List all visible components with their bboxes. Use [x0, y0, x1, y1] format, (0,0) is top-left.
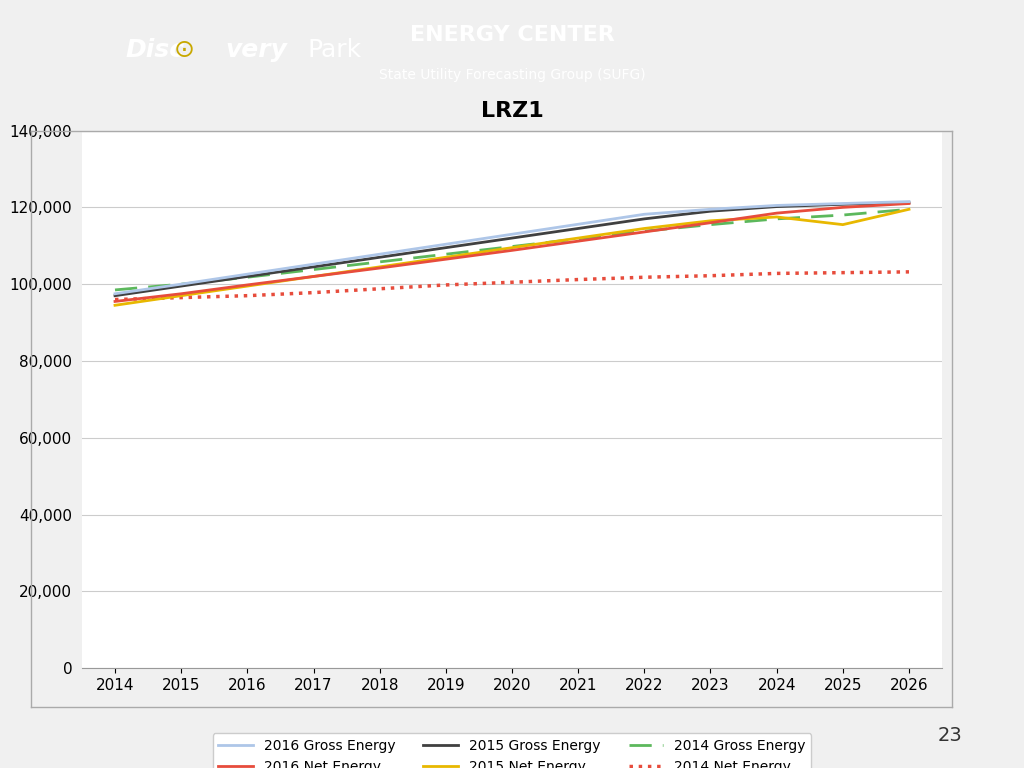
2015 Net Energy	[638, 224, 650, 233]
2015 Net Energy	[307, 272, 319, 281]
2015 Net Energy	[572, 233, 585, 243]
2014 Gross Energy	[638, 227, 650, 236]
2016 Gross Energy	[903, 197, 915, 207]
2016 Net Energy	[837, 203, 849, 212]
2014 Gross Energy	[572, 234, 585, 243]
2016 Net Energy	[439, 255, 452, 264]
2015 Gross Energy	[903, 198, 915, 207]
2015 Net Energy	[705, 217, 717, 226]
2014 Net Energy	[242, 291, 254, 300]
2014 Gross Energy	[374, 257, 386, 266]
2015 Net Energy	[506, 243, 518, 253]
2015 Gross Energy	[109, 291, 121, 300]
Legend: 2016 Gross Energy, 2016 Net Energy, 2015 Gross Energy, 2015 Net Energy, 2014 Gro: 2016 Gross Energy, 2016 Net Energy, 2015…	[213, 733, 811, 768]
2016 Gross Energy	[638, 210, 650, 219]
2016 Net Energy	[175, 290, 187, 299]
Line: 2014 Gross Energy: 2014 Gross Energy	[115, 210, 909, 290]
2015 Gross Energy	[439, 243, 452, 253]
2016 Gross Energy	[109, 290, 121, 299]
2015 Gross Energy	[374, 253, 386, 262]
Text: Disc: Disc	[125, 38, 184, 62]
2015 Net Energy	[770, 213, 782, 222]
2016 Gross Energy	[506, 230, 518, 239]
2015 Gross Energy	[175, 282, 187, 291]
2016 Net Energy	[770, 209, 782, 218]
2015 Gross Energy	[837, 200, 849, 209]
Line: 2016 Gross Energy: 2016 Gross Energy	[115, 202, 909, 294]
Text: 23: 23	[938, 726, 963, 745]
2015 Net Energy	[109, 301, 121, 310]
2014 Net Energy	[903, 267, 915, 276]
2015 Gross Energy	[307, 263, 319, 272]
Text: Park: Park	[307, 38, 361, 62]
2016 Net Energy	[374, 263, 386, 273]
2014 Net Energy	[506, 278, 518, 287]
2016 Net Energy	[705, 218, 717, 227]
Text: very: very	[225, 38, 287, 62]
2014 Net Energy	[770, 269, 782, 278]
2014 Net Energy	[439, 280, 452, 290]
2016 Net Energy	[638, 227, 650, 237]
2016 Gross Energy	[374, 250, 386, 259]
2014 Gross Energy	[705, 220, 717, 230]
Line: 2015 Gross Energy: 2015 Gross Energy	[115, 203, 909, 296]
2015 Gross Energy	[705, 207, 717, 216]
2016 Gross Energy	[242, 270, 254, 279]
Title: LRZ1: LRZ1	[480, 101, 544, 121]
2016 Gross Energy	[770, 201, 782, 210]
Text: State Utility Forecasting Group (SUFG): State Utility Forecasting Group (SUFG)	[379, 68, 645, 82]
2014 Net Energy	[374, 284, 386, 293]
2014 Net Energy	[638, 273, 650, 282]
2015 Net Energy	[242, 282, 254, 291]
2015 Net Energy	[374, 263, 386, 272]
Line: 2014 Net Energy: 2014 Net Energy	[115, 272, 909, 300]
2014 Net Energy	[307, 288, 319, 297]
2016 Gross Energy	[175, 280, 187, 289]
Text: ENERGY CENTER: ENERGY CENTER	[410, 25, 614, 45]
2014 Gross Energy	[242, 273, 254, 282]
2014 Gross Energy	[109, 286, 121, 295]
2014 Gross Energy	[837, 210, 849, 220]
2016 Net Energy	[307, 272, 319, 281]
2016 Net Energy	[506, 246, 518, 255]
2015 Net Energy	[439, 253, 452, 262]
2014 Gross Energy	[903, 205, 915, 214]
2016 Net Energy	[903, 199, 915, 208]
2015 Net Energy	[903, 205, 915, 214]
2014 Gross Energy	[770, 214, 782, 223]
2014 Net Energy	[705, 271, 717, 280]
2014 Gross Energy	[307, 265, 319, 274]
2014 Gross Energy	[175, 280, 187, 289]
Line: 2015 Net Energy: 2015 Net Energy	[115, 210, 909, 306]
Text: ⊙: ⊙	[174, 38, 195, 62]
2016 Gross Energy	[705, 205, 717, 214]
2016 Gross Energy	[572, 220, 585, 229]
2016 Gross Energy	[439, 240, 452, 249]
Line: 2016 Net Energy: 2016 Net Energy	[115, 204, 909, 302]
2014 Net Energy	[109, 295, 121, 304]
2015 Gross Energy	[242, 272, 254, 281]
2016 Net Energy	[109, 297, 121, 306]
2015 Gross Energy	[638, 214, 650, 223]
2014 Net Energy	[175, 293, 187, 303]
2016 Net Energy	[572, 237, 585, 246]
2015 Net Energy	[837, 220, 849, 230]
2015 Gross Energy	[572, 224, 585, 233]
2014 Net Energy	[572, 275, 585, 284]
2014 Gross Energy	[506, 242, 518, 251]
2015 Net Energy	[175, 291, 187, 300]
2014 Net Energy	[837, 268, 849, 277]
2016 Gross Energy	[307, 260, 319, 269]
2015 Gross Energy	[770, 202, 782, 211]
2016 Gross Energy	[837, 199, 849, 208]
2015 Gross Energy	[506, 233, 518, 243]
2016 Net Energy	[242, 280, 254, 290]
2014 Gross Energy	[439, 250, 452, 259]
